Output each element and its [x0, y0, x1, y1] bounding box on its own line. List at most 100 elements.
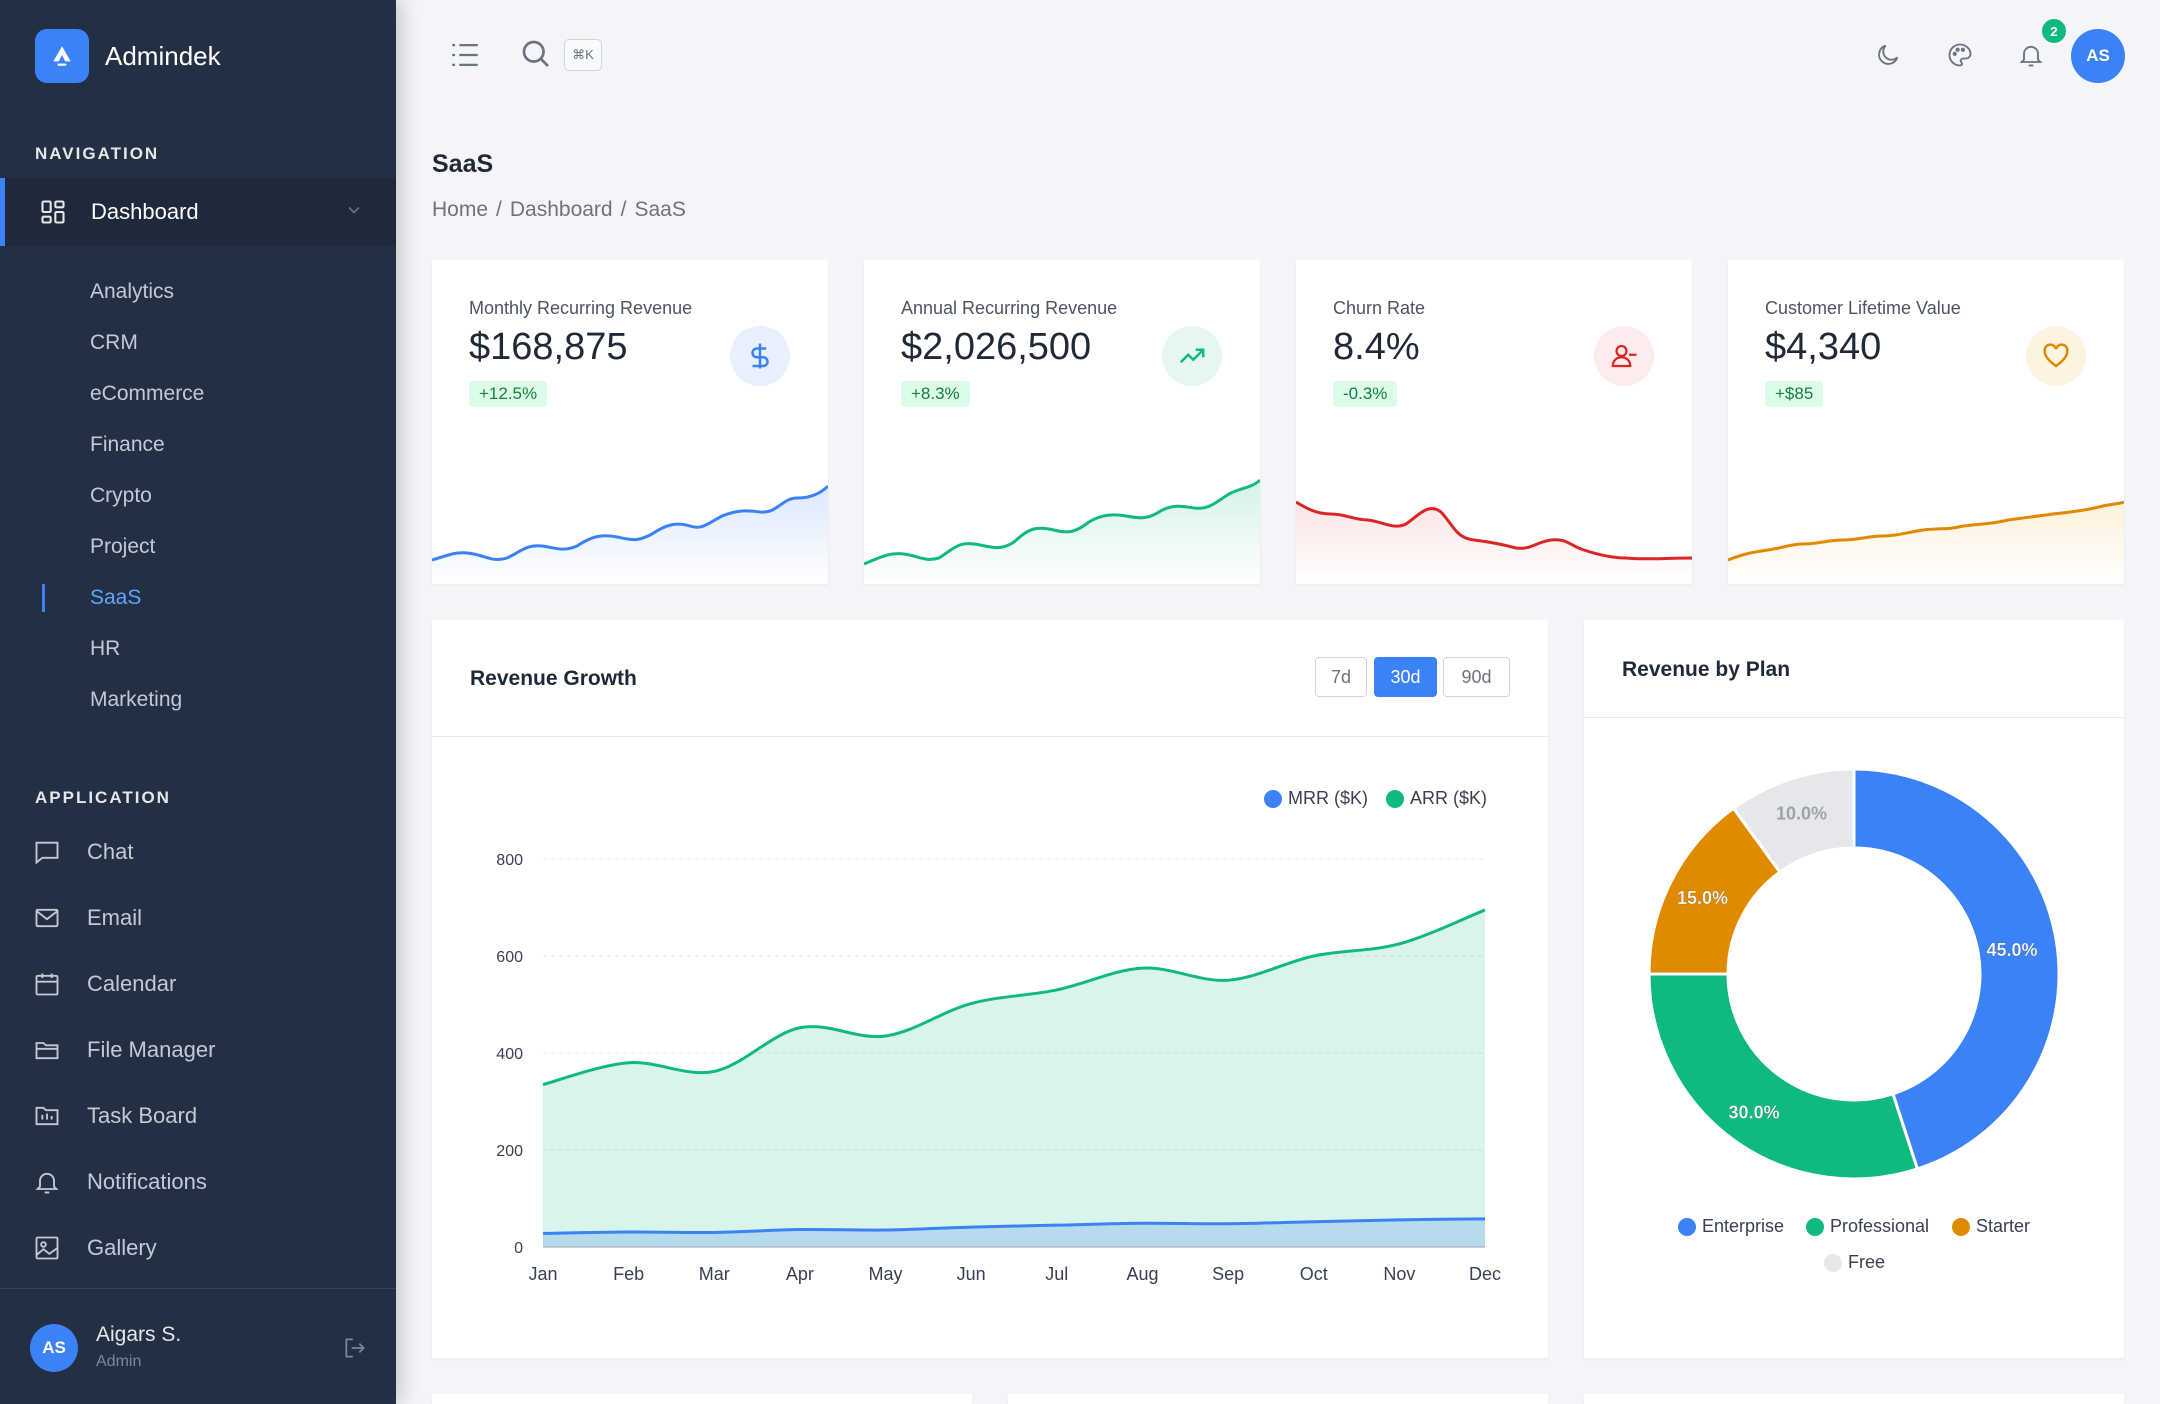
search-button[interactable]	[518, 36, 554, 72]
mail-icon	[35, 908, 59, 928]
stat-change-badge: +8.3%	[901, 381, 970, 407]
slice-label: 30.0%	[1729, 1103, 1780, 1123]
sidebar-subitem-finance[interactable]: Finance	[90, 433, 165, 456]
bottom-card	[1008, 1394, 1548, 1404]
legend-free[interactable]: Free	[1824, 1252, 1885, 1273]
breadcrumb-dashboard[interactable]: Dashboard	[509, 198, 613, 221]
logo-icon	[35, 29, 89, 83]
sidebar-item-task-board[interactable]: Task Board	[33, 1102, 197, 1130]
user-name: Aigars S.	[96, 1323, 182, 1346]
chat-icon	[35, 841, 59, 865]
sparkline-mrr	[432, 484, 828, 584]
sidebar-user: AS Aigars S. Admin	[0, 1288, 396, 1404]
sidebar-subitem-ecommerce[interactable]: eCommerce	[90, 382, 205, 405]
revenue-by-plan-title: Revenue by Plan	[1622, 658, 1791, 681]
stat-icon-wrap	[2026, 326, 2086, 386]
search-icon	[522, 40, 549, 67]
stat-change-badge: +12.5%	[469, 381, 548, 407]
sidebar-subitem-analytics[interactable]: Analytics	[90, 280, 175, 303]
brand[interactable]: Admindek	[35, 29, 221, 83]
stat-label: Monthly Recurring Revenue	[469, 298, 693, 318]
legend-dot	[1386, 789, 1404, 808]
stat-label: Churn Rate	[1333, 298, 1426, 318]
sidebar-item-calendar[interactable]: Calendar	[33, 970, 176, 998]
stat-value: $2,026,500	[901, 326, 1092, 368]
sidebar-subitem-hr[interactable]: HR	[90, 637, 121, 660]
theme-toggle-button[interactable]	[1874, 41, 1902, 69]
x-tick-label: May	[869, 1264, 903, 1284]
revenue-growth-panel	[432, 620, 1548, 1358]
palette-button[interactable]	[1946, 41, 1974, 69]
range-30d-button[interactable]: 30d	[1374, 657, 1437, 697]
range-90d-button[interactable]: 90d	[1443, 657, 1510, 697]
sidebar-subitem-crm[interactable]: CRM	[90, 331, 138, 354]
menu-toggle-button[interactable]	[448, 38, 482, 72]
notifications-button[interactable]	[2017, 41, 2045, 69]
image-icon	[35, 1236, 59, 1260]
app-name: Admindek	[105, 40, 221, 71]
sidebar-item-gallery[interactable]: Gallery	[33, 1234, 157, 1262]
sidebar-subitem-crypto[interactable]: Crypto	[90, 484, 152, 507]
series-line-1	[542, 908, 1486, 1086]
avatar[interactable]: AS	[30, 1324, 78, 1372]
x-tick-label: Nov	[1383, 1264, 1415, 1284]
slice-label: 10.0%	[1776, 803, 1827, 823]
menu-icon	[452, 43, 478, 67]
panel-divider	[1584, 717, 2124, 718]
donut-slice-free[interactable]	[1731, 767, 1856, 875]
series-area-0	[543, 1218, 1485, 1247]
page-title: SaaS	[432, 150, 494, 178]
app-section-label: APPLICATION	[35, 788, 171, 807]
legend-enterprise[interactable]: Enterprise	[1678, 1216, 1784, 1237]
legend-dot	[1806, 1217, 1824, 1236]
range-7d-button[interactable]: 7d	[1315, 657, 1367, 697]
y-tick-label: 400	[496, 1046, 523, 1063]
donut-slice-enterprise[interactable]	[1852, 767, 2061, 1171]
dollar-icon	[751, 343, 769, 369]
x-tick-label: Jul	[1045, 1264, 1068, 1284]
user-minus-icon	[1611, 344, 1637, 368]
sidebar-item-dashboard[interactable]: Dashboard	[0, 178, 396, 246]
x-tick-label: Apr	[786, 1264, 814, 1284]
sidebar-item-label: Task Board	[87, 1103, 198, 1128]
stat-card-arr: Annual Recurring Revenue $2,026,500 +8.3…	[864, 260, 1260, 584]
x-tick-label: Jun	[957, 1264, 986, 1284]
avatar[interactable]: AS	[2071, 29, 2125, 83]
chevron-down-icon	[348, 206, 360, 214]
heart-icon	[2043, 343, 2069, 368]
sidebar-subitem-marketing[interactable]: Marketing	[90, 688, 183, 711]
sidebar-item-label: Dashboard	[91, 199, 199, 224]
donut-slice-professional[interactable]	[1647, 972, 1920, 1180]
search-shortcut: ⌘K	[564, 39, 602, 71]
legend-starter[interactable]: Starter	[1952, 1216, 2030, 1237]
nav-section-label: NAVIGATION	[35, 144, 160, 163]
bell-icon	[35, 1172, 59, 1194]
bell-icon	[2019, 45, 2043, 67]
sidebar-item-file-manager[interactable]: File Manager	[33, 1036, 215, 1064]
calendar-icon	[35, 973, 59, 996]
legend-label: Free	[1848, 1252, 1886, 1272]
sidebar-item-label: Calendar	[87, 971, 177, 996]
sidebar-item-chat[interactable]: Chat	[33, 838, 133, 866]
legend-arr[interactable]: ARR ($K)	[1386, 788, 1487, 809]
breadcrumb-separator: /	[620, 198, 627, 221]
breadcrumb-home[interactable]: Home	[432, 198, 489, 221]
series-area-1	[543, 909, 1485, 1247]
legend-professional[interactable]: Professional	[1806, 1216, 1929, 1237]
stat-label: Customer Lifetime Value	[1765, 298, 1961, 318]
sidebar-item-email[interactable]: Email	[33, 904, 142, 932]
sidebar-item-notifications[interactable]: Notifications	[33, 1168, 207, 1196]
sidebar-subitem-project[interactable]: Project	[90, 535, 156, 558]
logout-icon[interactable]	[342, 1335, 368, 1361]
trending-up-icon	[1179, 348, 1205, 364]
breadcrumb-current: SaaS	[634, 198, 686, 221]
breadcrumb-separator: /	[496, 198, 502, 221]
sidebar-subitem-saas[interactable]: SaaS	[90, 586, 142, 609]
legend-mrr[interactable]: MRR ($K)	[1264, 788, 1368, 809]
sidebar-item-label: Notifications	[87, 1169, 207, 1194]
stat-card-mrr: Monthly Recurring Revenue $168,875 +12.5…	[432, 260, 828, 584]
stat-icon-wrap	[730, 326, 790, 386]
palette-icon	[1948, 43, 1972, 67]
stat-value: $168,875	[469, 326, 628, 368]
slice-label: 15.0%	[1677, 888, 1728, 908]
